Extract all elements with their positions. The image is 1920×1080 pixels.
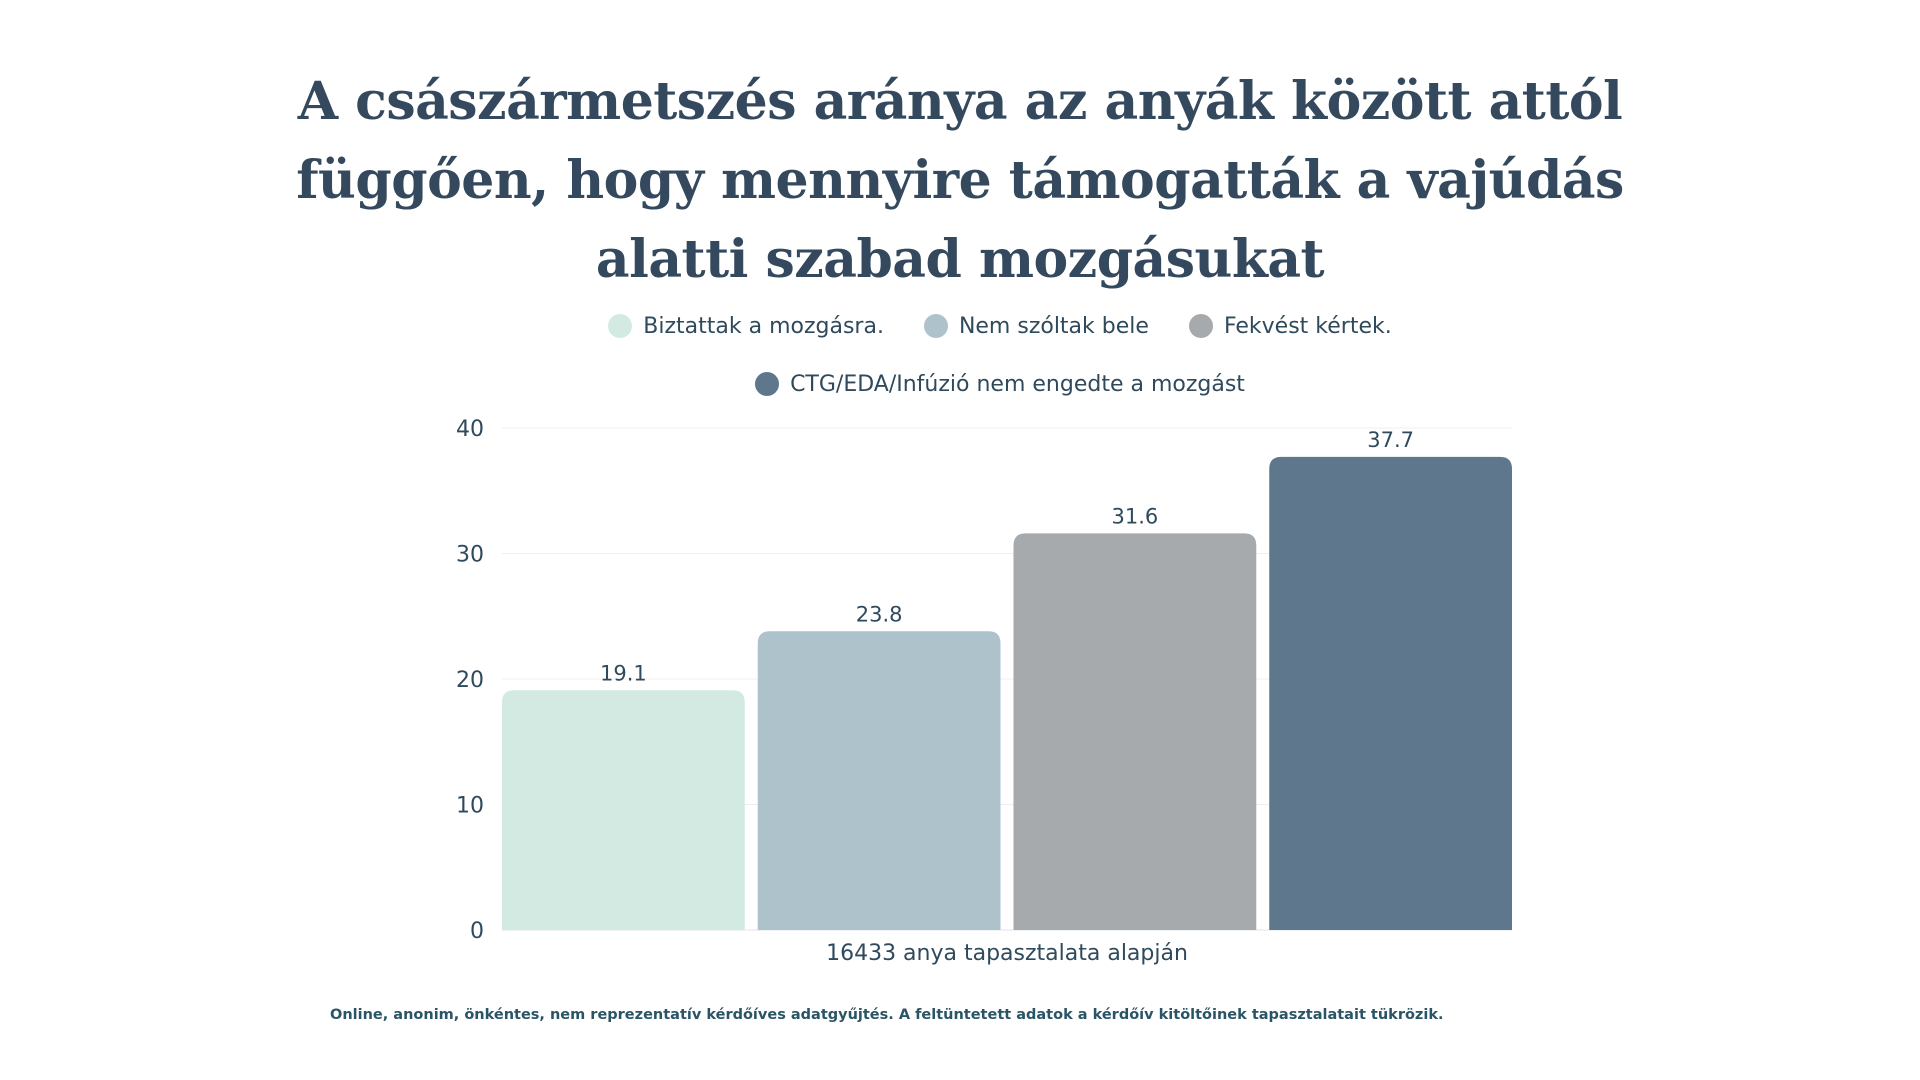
legend-swatch-asked-to-lie (1188, 314, 1213, 338)
legend-item-no-interference: Nem szóltak bele (923, 313, 1149, 339)
data-label-3: 31.6 (1111, 504, 1158, 528)
y-tick-label-30: 30 (456, 543, 484, 568)
legend-label-ctg-eda: CTG/EDA/Infúzió nem engedte a mozgást (790, 371, 1245, 397)
legend-label-asked-to-lie: Fekvést kértek. (1223, 313, 1392, 339)
legend-swatch-ctg-eda (755, 372, 780, 396)
y-tick-label-40: 40 (456, 417, 484, 442)
legend-label-no-interference: Nem szóltak bele (958, 313, 1149, 339)
bar-2 (757, 631, 1001, 930)
legend-item-ctg-eda: CTG/EDA/Infúzió nem engedte a mozgást (755, 372, 1245, 397)
footnote: Online, anonim, önkéntes, nem reprezenta… (330, 1007, 1444, 1023)
bar-4 (1269, 456, 1512, 930)
legend-swatch-no-interference (923, 314, 948, 338)
y-tick-label-10: 10 (456, 794, 484, 819)
legend-label-encouraged: Biztattak a mozgásra. (643, 313, 884, 339)
legend-item-encouraged: Biztattak a mozgásra. (608, 314, 884, 339)
data-label-2: 23.8 (856, 602, 903, 626)
bar-1 (502, 690, 745, 930)
chart-title: A császármetszés aránya az anyák között … (296, 71, 1624, 290)
chart-legend: Biztattak a mozgásra. Nem szóltak bele F… (400, 306, 1600, 422)
data-label-1: 19.1 (600, 661, 647, 685)
data-label-4: 37.7 (1367, 428, 1414, 452)
legend-row-2: CTG/EDA/Infúzió nem engedte a mozgást (400, 364, 1600, 404)
y-tick-label-20: 20 (456, 668, 484, 693)
legend-row-1: Biztattak a mozgásra. Nem szóltak bele F… (400, 306, 1600, 346)
legend-item-asked-to-lie: Fekvést kértek. (1188, 313, 1392, 339)
x-axis-label: 16433 anya tapasztalata alapján (826, 941, 1188, 966)
legend-swatch-encouraged (608, 314, 633, 338)
y-tick-label-0: 0 (470, 919, 484, 944)
bar-3 (1013, 533, 1257, 930)
